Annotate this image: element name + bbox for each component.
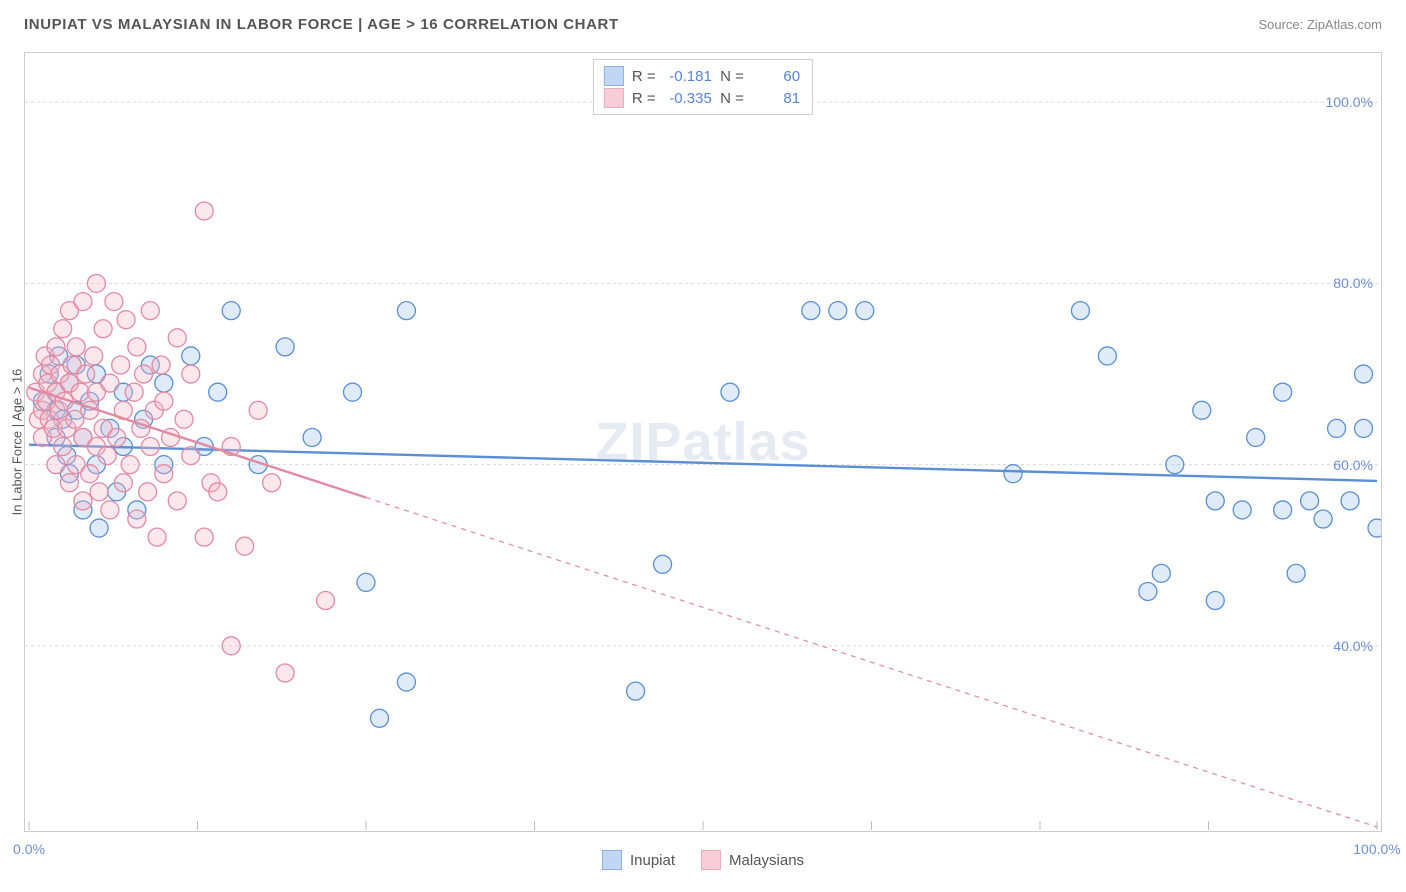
legend-label: Inupiat [630,852,675,869]
y-tick-label: 60.0% [1333,457,1373,473]
source-label: Source: ZipAtlas.com [1258,17,1382,32]
chart-area: In Labor Force | Age > 16 ZIPatlas R = -… [24,52,1382,832]
y-tick-label: 40.0% [1333,638,1373,654]
x-tick-label: 100.0% [1353,841,1400,857]
y-tick-label: 80.0% [1333,275,1373,291]
stat-legend-row: R = -0.335 N = 81 [604,88,800,108]
chart-title: INUPIAT VS MALAYSIAN IN LABOR FORCE | AG… [24,16,619,33]
legend-swatch [602,850,622,870]
y-axis-label: In Labor Force | Age > 16 [10,369,25,516]
legend-swatch [604,66,624,86]
stat-legend-row: R = -0.181 N = 60 [604,66,800,86]
bottom-legend-item: Inupiat [602,850,675,870]
x-tick-label: 0.0% [13,841,45,857]
bottom-legend: Inupiat Malaysians [602,850,804,870]
scatter-plot [25,53,1381,831]
bottom-legend-item: Malaysians [701,850,804,870]
legend-swatch [604,88,624,108]
stat-legend-text: R = -0.181 N = 60 [632,68,800,85]
y-tick-label: 100.0% [1326,94,1373,110]
legend-label: Malaysians [729,852,804,869]
legend-swatch [701,850,721,870]
stat-legend-text: R = -0.335 N = 81 [632,90,800,107]
stat-legend: R = -0.181 N = 60 R = -0.335 N = 81 [593,59,813,115]
